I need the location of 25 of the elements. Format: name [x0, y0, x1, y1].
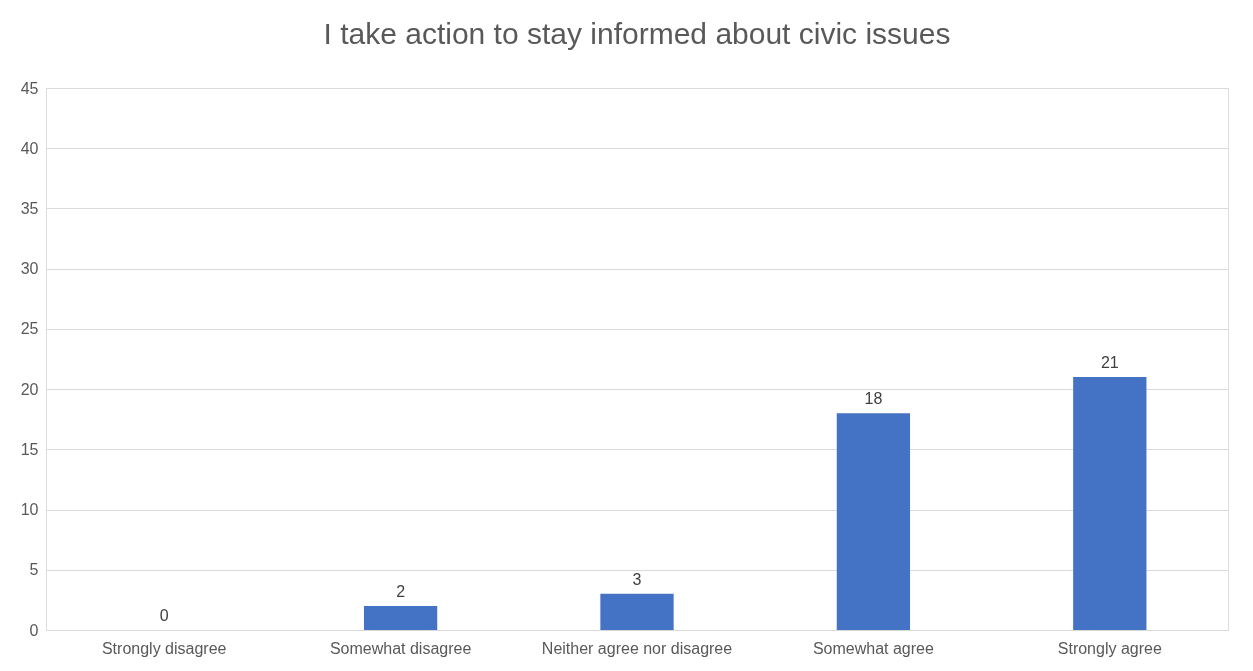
bar	[600, 593, 674, 630]
bar	[836, 413, 911, 630]
y-tick-label: 45	[20, 79, 39, 97]
y-tick-label: 20	[20, 380, 39, 398]
y-tick-label: 0	[29, 621, 39, 639]
data-label: 2	[396, 582, 406, 600]
data-label: 3	[632, 570, 642, 588]
y-tick-label: 10	[20, 501, 39, 519]
x-tick-label: Somewhat agree	[812, 639, 934, 657]
x-tick-label: Somewhat disagree	[329, 639, 472, 657]
x-tick-label: Strongly disagree	[101, 639, 227, 657]
data-label: 18	[864, 390, 883, 408]
y-tick-label: 35	[20, 199, 39, 217]
bar	[1073, 377, 1147, 630]
y-tick-label: 5	[29, 561, 39, 579]
x-tick-label: Neither agree nor disagree	[541, 639, 733, 657]
bar	[363, 605, 438, 630]
data-label: 21	[1100, 354, 1119, 372]
data-label: 0	[159, 607, 169, 624]
y-tick-label: 15	[20, 440, 39, 458]
y-tick-label: 40	[20, 139, 39, 157]
chart-title: I take action to stay informed about civic issues	[323, 17, 951, 50]
x-tick-label: Strongly agree	[1057, 639, 1162, 657]
y-tick-label: 30	[20, 260, 39, 278]
y-tick-label: 25	[20, 320, 39, 338]
